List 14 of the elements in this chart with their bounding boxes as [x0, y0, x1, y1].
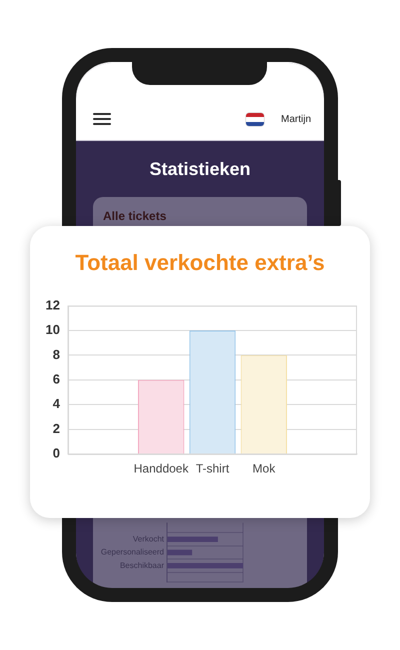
- x-tick-label: Handdoek: [134, 462, 190, 476]
- x-tick-label: Mok: [252, 462, 276, 476]
- chart-title: Totaal verkochte extra’s: [74, 250, 326, 276]
- y-tick-label: 6: [52, 371, 60, 386]
- y-tick-label: 2: [52, 420, 60, 436]
- text: Statistieken: [148, 158, 252, 180]
- y-tick-label: 10: [46, 322, 60, 338]
- y-tick-label: 0: [52, 446, 60, 461]
- x-tick-label: T-shirt: [196, 462, 230, 476]
- text: Martijn: [281, 114, 312, 126]
- y-tick-label: 4: [52, 396, 61, 412]
- y-tick-label: 8: [52, 346, 60, 362]
- text: Alle tickets: [103, 209, 166, 223]
- y-tick-label: 12: [46, 297, 60, 312]
